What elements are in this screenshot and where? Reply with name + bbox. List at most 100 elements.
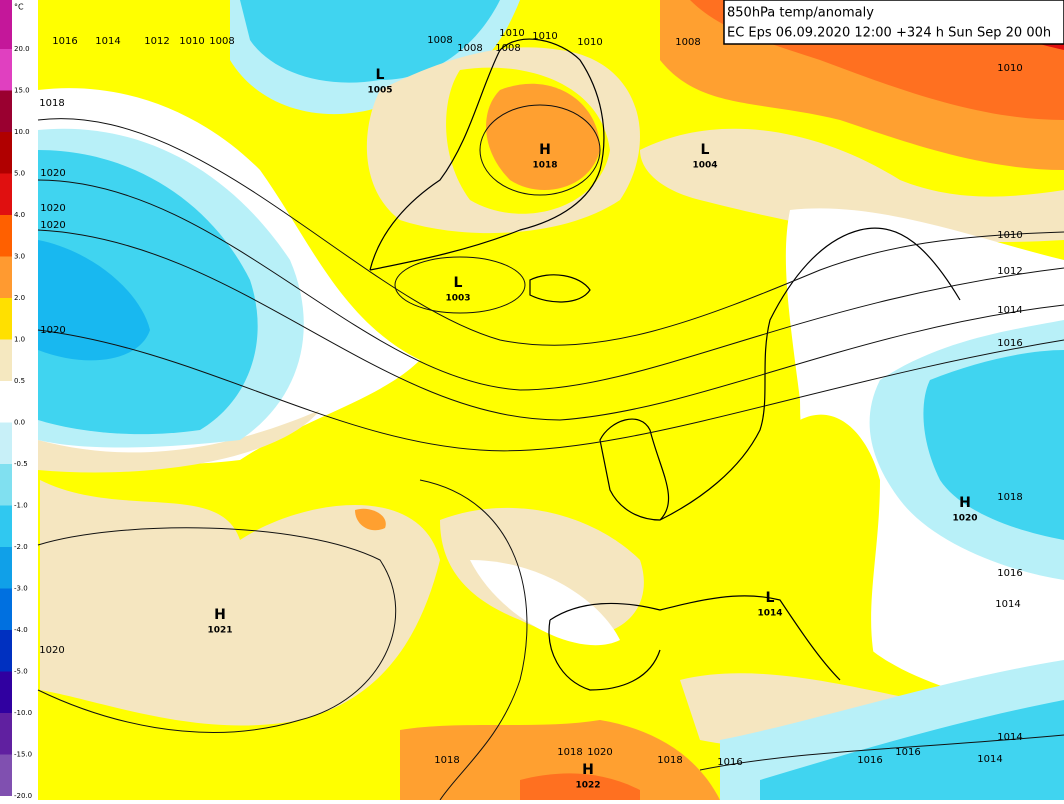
colorbar-segment [0, 132, 12, 174]
isobar-label: 1008 [495, 43, 520, 54]
isobar-label: 1008 [457, 43, 482, 54]
isobar-label: 1014 [997, 732, 1022, 743]
colorbar: °C 20.0 15.0 10.0 5.0 4.0 3.0 2.0 1.0 0.5 0.0 -0.5… [0, 0, 32, 800]
colorbar-segment [0, 173, 12, 215]
colorbar-label: -4.0 [14, 626, 28, 634]
isobar-label: 1020 [587, 747, 612, 758]
map-field [38, 0, 1064, 800]
colorbar-segment [0, 339, 12, 381]
pressure-center-letter: H [539, 142, 551, 158]
colorbar-unit: °C [14, 3, 24, 12]
isobar-label: 1012 [997, 266, 1022, 277]
map-labels: L1005H1018L1004L1003H1020H1021L1014H1022… [39, 28, 1022, 791]
isobar-label: 1010 [499, 28, 524, 39]
colorbar-segment [0, 0, 12, 49]
isobar-label: 1010 [577, 37, 602, 48]
colorbar-label: 15.0 [14, 87, 30, 95]
colorbar-label: -5.0 [14, 668, 28, 676]
title-line: 850hPa temp/anomaly [727, 6, 874, 21]
colorbar-label: 0.5 [14, 377, 25, 385]
colorbar-segment [0, 547, 12, 589]
pressure-center-letter: H [214, 607, 226, 623]
colorbar-segment [0, 754, 12, 796]
colorbar-label: 0.0 [14, 419, 25, 427]
pressure-center-letter: L [454, 275, 463, 291]
pressure-center-value: 1004 [692, 161, 717, 171]
isobar-label: 1016 [52, 36, 77, 47]
colorbar-label: 5.0 [14, 170, 25, 178]
isobar-label: 1020 [40, 220, 65, 231]
pressure-center-value: 1014 [757, 609, 782, 619]
pressure-center-letter: L [701, 142, 710, 158]
isobar-label: 1014 [977, 754, 1002, 765]
colorbar-segment [0, 215, 12, 257]
pressure-center-letter: H [959, 495, 971, 511]
pressure-center-value: 1020 [952, 514, 977, 524]
colorbar-segment [0, 256, 12, 298]
isobar-label: 1016 [895, 747, 920, 758]
colorbar-label: -0.5 [14, 460, 28, 468]
isobar-label: 1018 [39, 98, 64, 109]
isobar-label: 1020 [40, 203, 65, 214]
colorbar-label: -15.0 [14, 751, 32, 759]
pressure-center-letter: L [376, 67, 385, 83]
title-line: EC Eps 06.09.2020 12:00 +324 h Sun Sep 2… [727, 26, 1051, 41]
colorbar-segment [0, 422, 12, 464]
colorbar-label: 3.0 [14, 253, 25, 261]
colorbar-label: -1.0 [14, 502, 28, 510]
pressure-center-value: 1022 [575, 781, 600, 791]
colorbar-segment [0, 671, 12, 713]
colorbar-segment [0, 381, 12, 423]
isobar-label: 1020 [39, 645, 64, 656]
pressure-center-letter: H [582, 762, 594, 778]
isobar-label: 1010 [997, 230, 1022, 241]
colorbar-segment [0, 505, 12, 547]
colorbar-segment [0, 464, 12, 506]
isobar-label: 1012 [144, 36, 169, 47]
colorbar-label: -10.0 [14, 709, 32, 717]
colorbar-segment [0, 49, 12, 91]
colorbar-label: -2.0 [14, 543, 28, 551]
colorbar-label: 20.0 [14, 45, 30, 53]
isobar-label: 1008 [427, 35, 452, 46]
colorbar-segment [0, 713, 12, 755]
colorbar-label: -3.0 [14, 585, 28, 593]
colorbar-segment [0, 630, 12, 672]
isobar-label: 1018 [434, 755, 459, 766]
isobar-label: 1016 [717, 757, 742, 768]
pressure-center-letter: L [766, 590, 775, 606]
isobar-label: 1008 [675, 37, 700, 48]
colorbar-segment [0, 298, 12, 340]
isobar-label: 1014 [997, 305, 1022, 316]
isobar-label: 1018 [557, 747, 582, 758]
isobar-label: 1010 [532, 31, 557, 42]
isobar-label: 1016 [857, 755, 882, 766]
title-box: 850hPa temp/anomaly EC Eps 06.09.2020 12… [723, 0, 1064, 45]
pressure-center-value: 1021 [207, 626, 232, 636]
isobar-label: 1010 [997, 63, 1022, 74]
isobar-label: 1018 [997, 492, 1022, 503]
pressure-center-value: 1005 [367, 86, 392, 96]
isobar-label: 1016 [997, 568, 1022, 579]
colorbar-segment [0, 90, 12, 132]
pressure-center-value: 1003 [445, 294, 470, 304]
isobar-label: 1014 [995, 599, 1020, 610]
title-background [723, 0, 1064, 45]
colorbar-label: 2.0 [14, 294, 25, 302]
isobar-label: 1020 [40, 168, 65, 179]
isobar-label: 1018 [657, 755, 682, 766]
colorbar-label: 4.0 [14, 211, 25, 219]
isobar-label: 1014 [95, 36, 120, 47]
coastlines [369, 38, 961, 691]
colorbar-label: 1.0 [14, 336, 25, 344]
colorbar-label: 10.0 [14, 128, 30, 136]
colorbar-segment [0, 588, 12, 630]
isobar-label: 1016 [997, 338, 1022, 349]
pressure-center-value: 1018 [532, 161, 557, 171]
isobar-label: 1020 [40, 325, 65, 336]
isobars [37, 104, 1064, 801]
isobar-label: 1010 [179, 36, 204, 47]
colorbar-label: -20.0 [14, 792, 32, 800]
isobar-label: 1008 [209, 36, 234, 47]
